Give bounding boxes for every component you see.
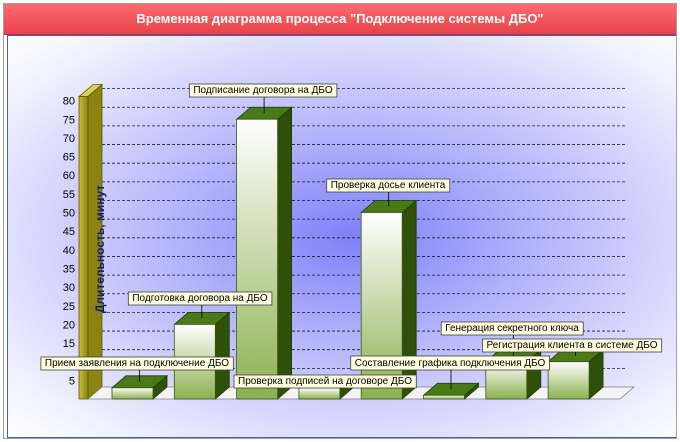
category-label-box (326, 178, 451, 193)
category-label: Проверка досье клиента (331, 180, 446, 191)
bar (547, 348, 605, 400)
category-label-box (350, 355, 550, 371)
category-label: Проверка подписей на договоре ДБО (238, 376, 412, 387)
y-tick-label: 55 (63, 189, 75, 201)
bar-front (111, 387, 154, 400)
category-label-box (127, 291, 273, 306)
bar-front (236, 118, 279, 400)
bar (110, 374, 169, 400)
y-tick-label: 75 (63, 114, 75, 126)
y-tick-label: 60 (63, 170, 75, 182)
bar-chart: 5101520253035404550556065707580Прием зая… (40, 83, 663, 400)
chart-title: Временная диаграмма процесса "Подключени… (136, 11, 544, 26)
category-label: Подготовка договора на ДБО (132, 293, 268, 304)
y-tick-label: 30 (63, 282, 75, 294)
category-label: Составление графика подключения ДБО (355, 357, 546, 369)
chart-frame: Временная диаграмма процесса "Подключени… (3, 3, 677, 439)
category-label-box (40, 356, 234, 371)
y-tick-label: 20 (63, 319, 75, 331)
y-tick-label: 50 (63, 208, 75, 220)
y-tick-label: 15 (63, 338, 75, 350)
y-wall-front (78, 96, 89, 400)
y-tick-label: 70 (63, 133, 75, 145)
category-label: Генерация секретного ключа (445, 323, 579, 334)
y-tick-label: 45 (63, 226, 75, 238)
bar-front (547, 361, 590, 400)
y-tick-label: 80 (63, 96, 75, 108)
bar-front (298, 387, 341, 400)
y-tick-label: 5 (69, 375, 75, 387)
category-label: Регистрация клиента в системе ДБО (487, 340, 658, 351)
bar (173, 311, 231, 400)
bar-side (214, 311, 230, 400)
category-label-box (482, 338, 663, 353)
y-tick-label: 35 (63, 263, 75, 275)
bar-side (277, 106, 293, 400)
bar-front (360, 212, 403, 400)
y-axis-label: Длительность, минут (93, 184, 107, 314)
category-label: Подписание договора на ДБО (193, 85, 333, 96)
title-bar: Временная диаграмма процесса "Подключени… (4, 4, 676, 35)
category-label-box (188, 83, 338, 98)
category-label-box (233, 374, 417, 389)
y-tick-label: 40 (63, 245, 75, 257)
y-tick-label: 25 (63, 301, 75, 313)
y-tick-label: 65 (63, 152, 75, 164)
category-label-box (440, 321, 584, 336)
bar (235, 106, 293, 400)
category-label: Прием заявления на подключение ДБО (45, 358, 229, 369)
bar-front (423, 394, 465, 400)
